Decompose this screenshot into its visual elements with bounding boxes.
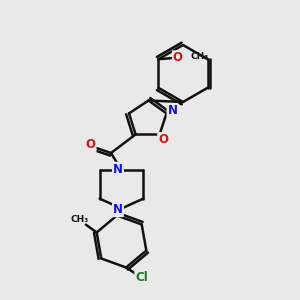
Text: O: O: [158, 133, 168, 146]
Text: N: N: [113, 203, 123, 216]
Text: O: O: [85, 138, 96, 152]
Text: N: N: [113, 163, 123, 176]
Text: CH₃: CH₃: [71, 215, 89, 224]
Text: O: O: [173, 51, 183, 64]
Text: Cl: Cl: [135, 272, 148, 284]
Text: N: N: [167, 104, 178, 117]
Text: CH₃: CH₃: [190, 52, 209, 61]
